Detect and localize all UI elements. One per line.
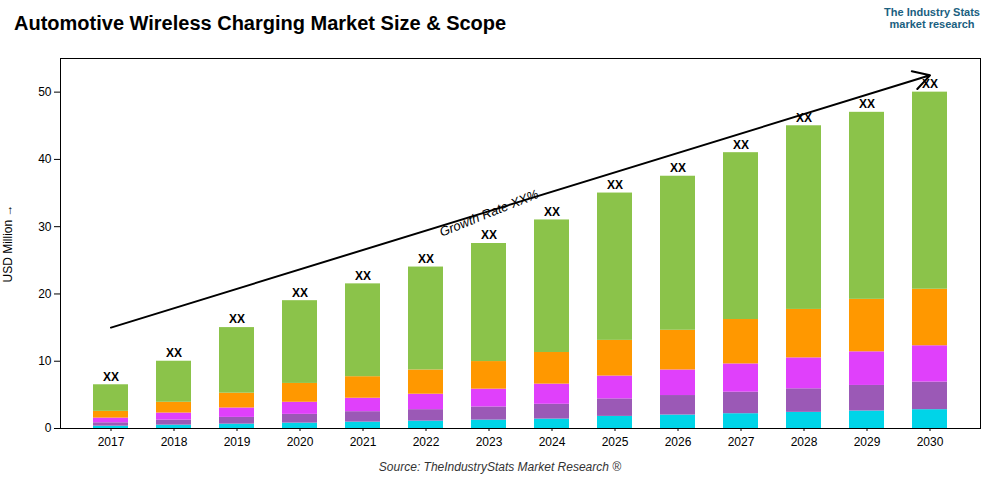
svg-text:10: 10 xyxy=(38,354,52,368)
svg-text:2019: 2019 xyxy=(224,435,251,449)
svg-text:50: 50 xyxy=(38,85,52,99)
svg-text:2023: 2023 xyxy=(476,435,503,449)
svg-text:20: 20 xyxy=(38,287,52,301)
html-text:Source: TheIndustryStats Marke: Source: TheIndustryStats Market Research… xyxy=(378,460,622,474)
svg-text:XX: XX xyxy=(418,252,434,266)
svg-text:XX: XX xyxy=(544,205,560,219)
svg-text:XX: XX xyxy=(922,77,938,91)
svg-text:40: 40 xyxy=(38,152,52,166)
svg-text:2022: 2022 xyxy=(413,435,440,449)
svg-text:XX: XX xyxy=(292,286,308,300)
svg-text:2028: 2028 xyxy=(791,435,818,449)
svg-text:2020: 2020 xyxy=(287,435,314,449)
svg-text:XX: XX xyxy=(859,97,875,111)
svg-text:Growth Rate XX%: Growth Rate XX% xyxy=(437,186,540,239)
html-text:Automotive Wireless Charging M: Automotive Wireless Charging Market Size… xyxy=(14,12,507,34)
svg-text:XX: XX xyxy=(670,161,686,175)
svg-text:XX: XX xyxy=(481,228,497,242)
html-text:The Industry Stats market rese: The Industry Stats market research xyxy=(884,6,980,30)
svg-text:XX: XX xyxy=(103,370,119,384)
svg-text:2030: 2030 xyxy=(917,435,944,449)
svg-text:2021: 2021 xyxy=(350,435,377,449)
svg-text:2025: 2025 xyxy=(602,435,629,449)
svg-text:2024: 2024 xyxy=(539,435,566,449)
svg-text:USD Million →: USD Million → xyxy=(1,204,15,282)
svg-text:2017: 2017 xyxy=(98,435,125,449)
svg-text:2026: 2026 xyxy=(665,435,692,449)
svg-text:2018: 2018 xyxy=(161,435,188,449)
svg-text:2027: 2027 xyxy=(728,435,755,449)
svg-text:2029: 2029 xyxy=(854,435,881,449)
svg-text:XX: XX xyxy=(607,178,623,192)
svg-text:XX: XX xyxy=(355,269,371,283)
svg-text:30: 30 xyxy=(38,220,52,234)
svg-text:XX: XX xyxy=(733,138,749,152)
svg-text:XX: XX xyxy=(166,346,182,360)
svg-text:XX: XX xyxy=(229,312,245,326)
svg-text:XX: XX xyxy=(796,110,812,125)
svg-text:0: 0 xyxy=(45,421,52,435)
